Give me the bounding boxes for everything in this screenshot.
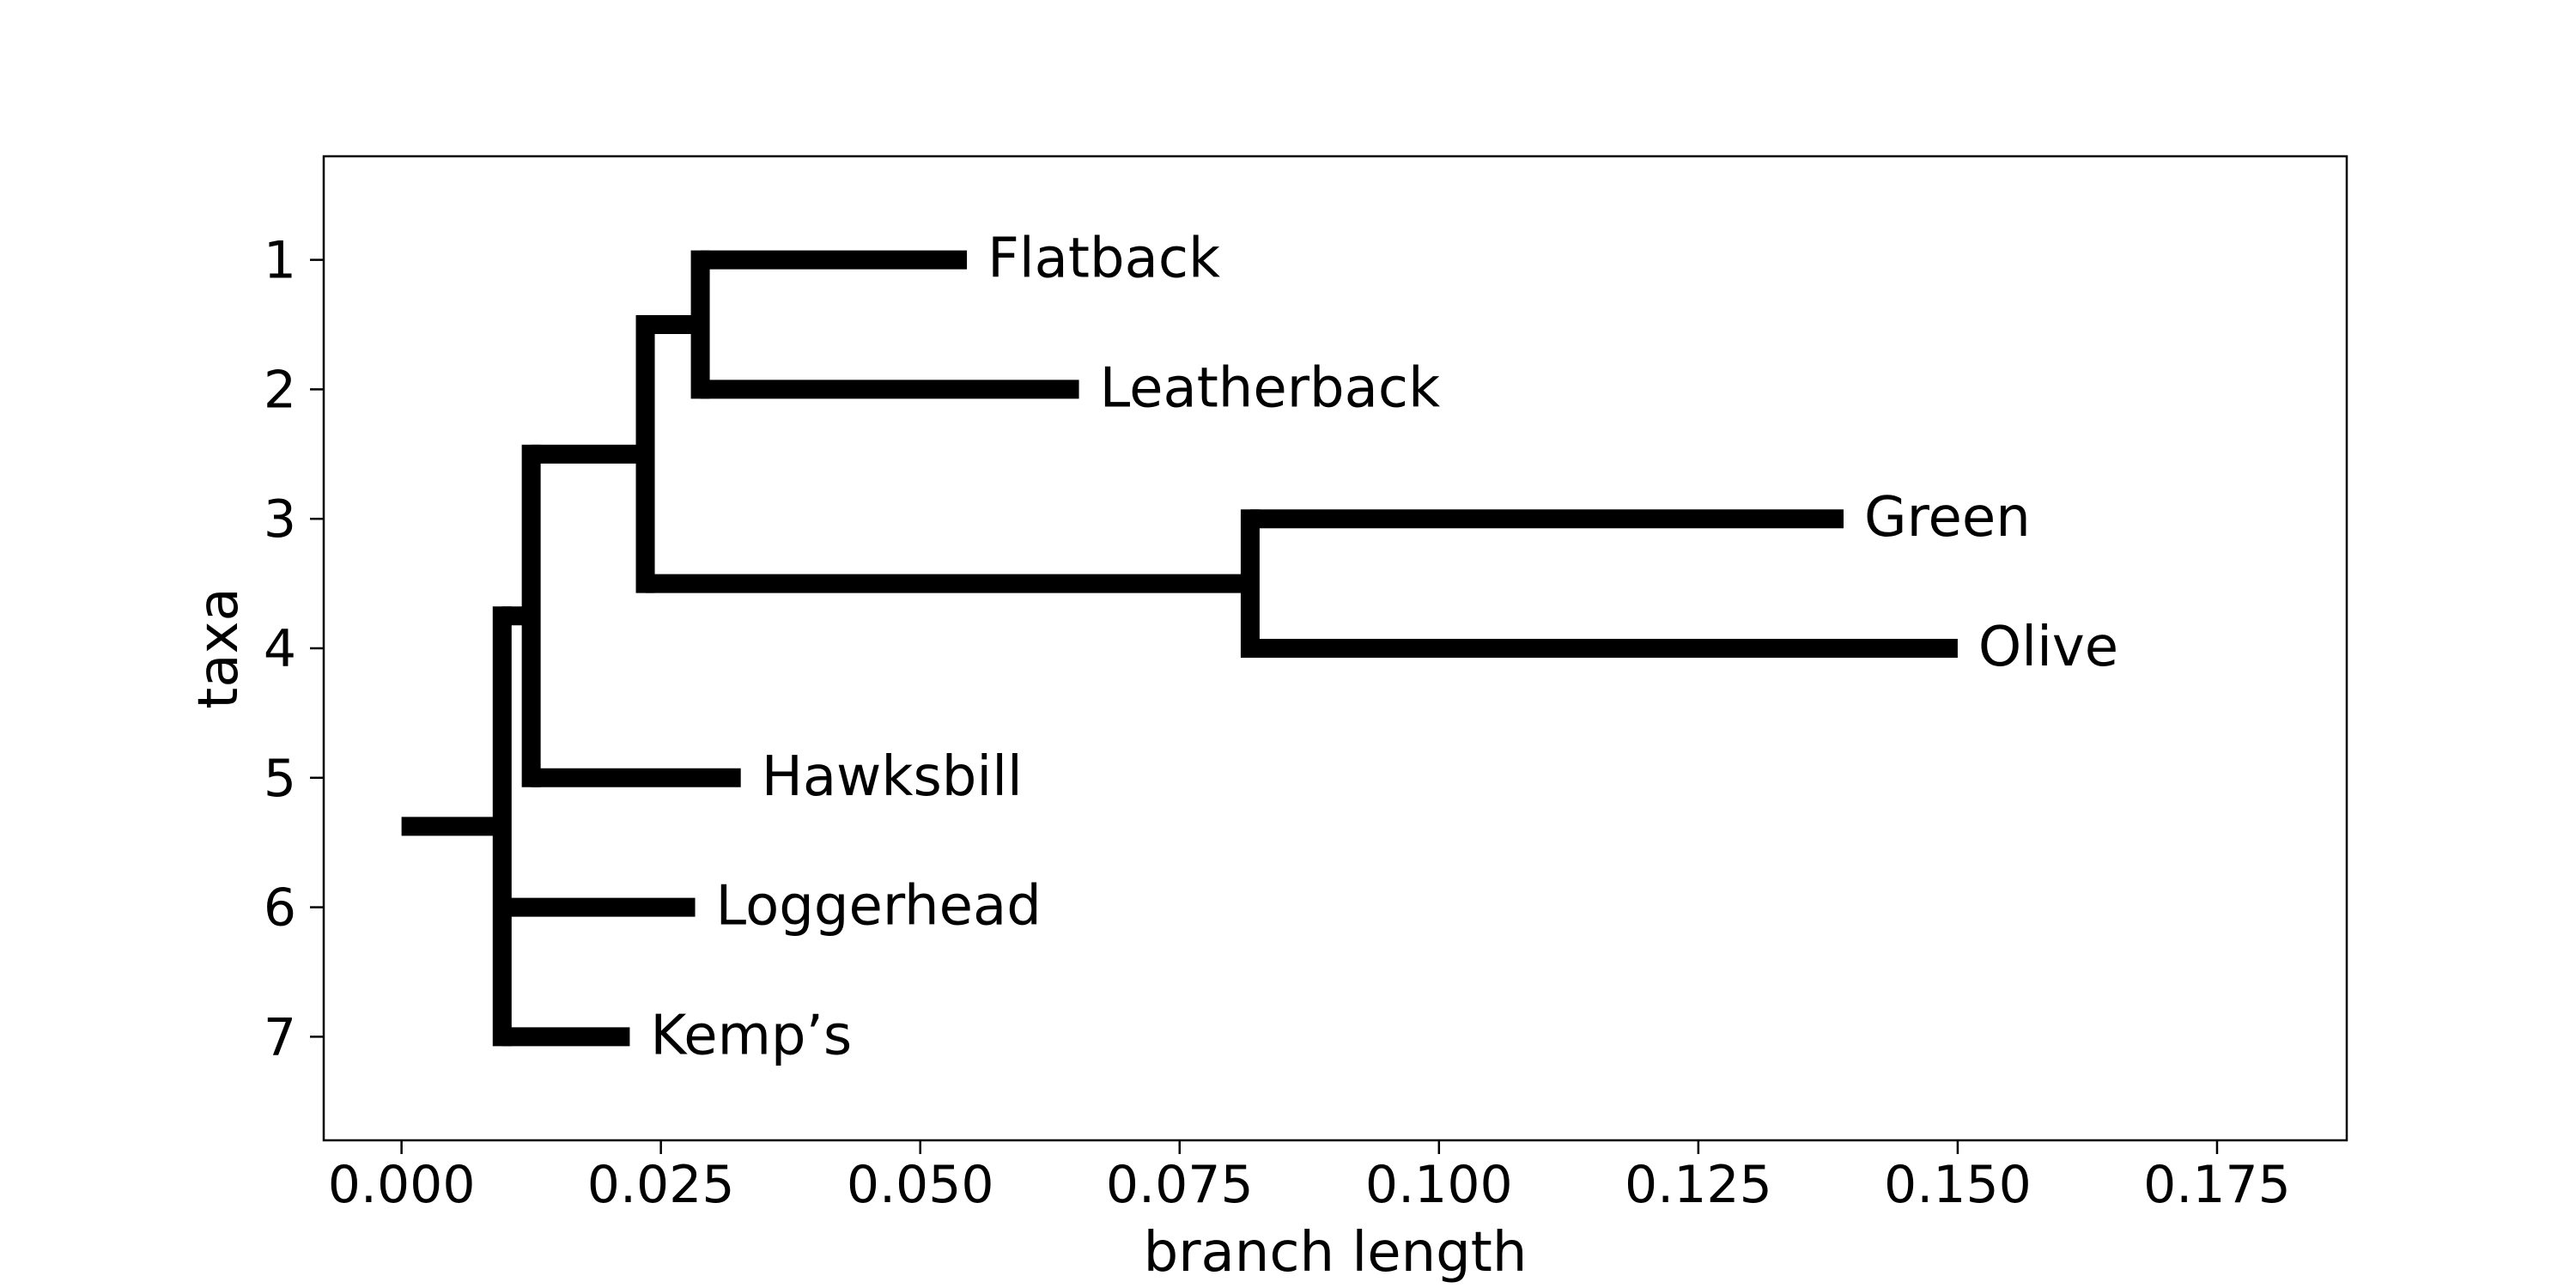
taxon-label: Hawksbill <box>762 745 1023 809</box>
x-tick-label: 0.150 <box>1884 1155 2032 1215</box>
taxon-label: Green <box>1864 486 2031 550</box>
y-axis: 1 2 3 4 5 6 7 <box>264 231 324 1067</box>
x-axis: 0.000 0.025 0.050 0.075 0.100 0.125 0.150 0.175 <box>328 1140 2291 1215</box>
taxon-label: Leatherback <box>1100 356 1441 420</box>
tree-branches <box>401 250 1958 1047</box>
x-tick-label: 0.000 <box>328 1155 476 1215</box>
taxon-label: Olive <box>1978 616 2118 679</box>
x-tick-label: 0.025 <box>587 1155 735 1215</box>
x-tick-label: 0.050 <box>847 1155 994 1215</box>
y-tick-label: 6 <box>264 878 296 939</box>
x-tick-label: 0.125 <box>1625 1155 1772 1215</box>
y-tick-label: 2 <box>264 360 296 420</box>
y-tick-label: 1 <box>264 231 296 291</box>
taxon-label: Loggerhead <box>716 875 1042 939</box>
y-axis-label: taxa <box>187 587 251 708</box>
taxon-labels: Flatback Leatherback Green Olive Hawksbill Lo… <box>650 228 2118 1068</box>
x-tick-label: 0.175 <box>2143 1155 2291 1215</box>
taxon-label: Kemp’s <box>650 1004 852 1067</box>
x-tick-label: 0.075 <box>1106 1155 1254 1215</box>
x-tick-label: 0.100 <box>1365 1155 1513 1215</box>
x-axis-label: branch length <box>1144 1221 1528 1285</box>
y-tick-label: 7 <box>264 1007 296 1067</box>
y-tick-label: 5 <box>264 749 296 809</box>
y-tick-label: 3 <box>264 489 296 550</box>
y-tick-label: 4 <box>264 619 296 679</box>
taxon-label: Flatback <box>987 228 1220 291</box>
